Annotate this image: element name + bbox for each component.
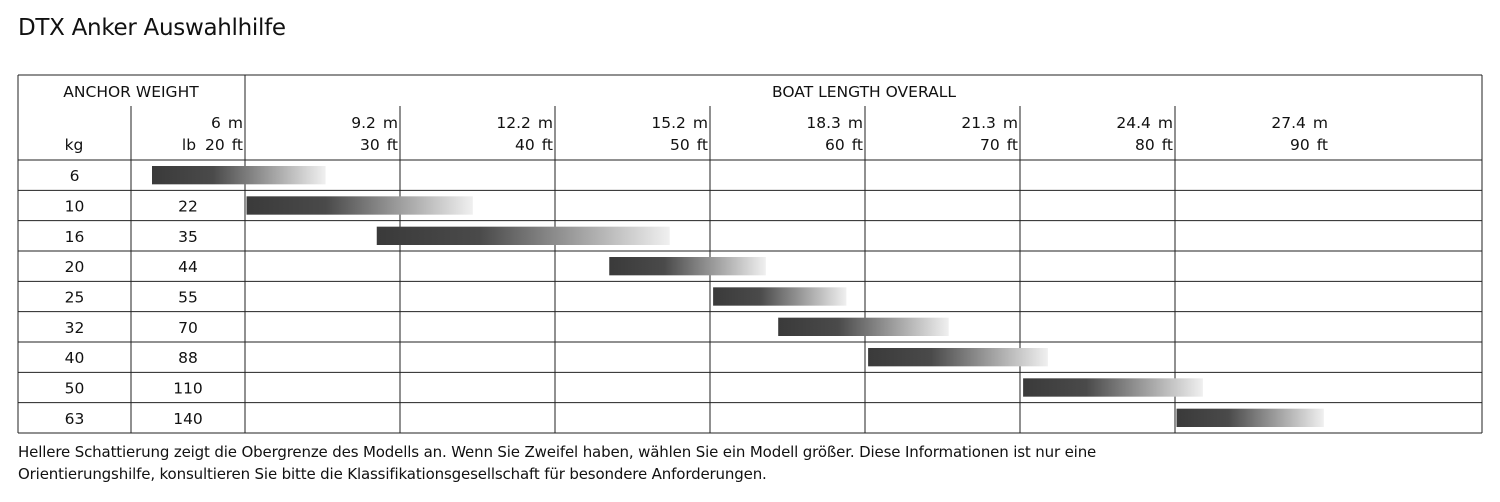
row-lb: 88 xyxy=(178,349,198,367)
tick-label-m: 21.3 m xyxy=(961,114,1018,132)
row-kg: 32 xyxy=(65,319,85,337)
row-lb: 22 xyxy=(178,198,198,216)
tick-label-ft: 50 ft xyxy=(670,136,708,154)
row-kg: 63 xyxy=(65,410,85,428)
row-kg: 50 xyxy=(65,380,85,398)
row-lb: 44 xyxy=(178,258,198,276)
range-bars xyxy=(152,166,1324,427)
tick-label-m: 9.2 m xyxy=(351,114,398,132)
table-rows: 6141022163520442555327040885011063140 xyxy=(65,167,203,428)
tick-label-m: 12.2 m xyxy=(496,114,553,132)
row-lb: 55 xyxy=(178,289,198,307)
row-kg: 40 xyxy=(65,349,85,367)
anchor-selection-chart: ANCHOR WEIGHT BOAT LENGTH OVERALL kg lb … xyxy=(17,74,1483,434)
header-boat-length: BOAT LENGTH OVERALL xyxy=(772,83,956,101)
row-kg: 25 xyxy=(65,289,85,307)
tick-label-ft: 40 ft xyxy=(515,136,553,154)
range-bar xyxy=(152,166,326,185)
range-bar xyxy=(778,317,949,336)
range-bar xyxy=(246,196,473,215)
row-lb: 140 xyxy=(173,410,203,428)
row-lb: 110 xyxy=(173,380,203,398)
tick-label-ft: 60 ft xyxy=(825,136,863,154)
footnote-line-2: Orientierungshilfe, konsultieren Sie bit… xyxy=(18,465,767,483)
row-kg: 10 xyxy=(65,198,85,216)
header-kg: kg xyxy=(65,136,84,154)
tick-label-ft: 20 ft xyxy=(205,136,243,154)
row-kg: 16 xyxy=(65,228,85,246)
tick-label-m: 18.3 m xyxy=(806,114,863,132)
row-lb: 70 xyxy=(178,319,198,337)
tick-label-ft: 90 ft xyxy=(1290,136,1328,154)
row-kg: 6 xyxy=(70,167,80,185)
table-grid xyxy=(17,74,1483,434)
row-lb: 35 xyxy=(178,228,198,246)
header-lb: lb xyxy=(182,136,196,154)
tick-label-m: 27.4 m xyxy=(1271,114,1328,132)
tick-label-m: 15.2 m xyxy=(651,114,708,132)
page-title: DTX Anker Auswahlhilfe xyxy=(18,15,286,41)
range-bar xyxy=(713,287,847,306)
row-kg: 20 xyxy=(65,258,85,276)
tick-label-ft: 30 ft xyxy=(360,136,398,154)
header-anchor-weight: ANCHOR WEIGHT xyxy=(63,83,199,101)
footnote-line-1: Hellere Schattierung zeigt die Obergrenz… xyxy=(18,443,1097,461)
range-bar xyxy=(609,257,766,276)
tick-label-m: 24.4 m xyxy=(1116,114,1173,132)
tick-label-ft: 70 ft xyxy=(980,136,1018,154)
range-bar xyxy=(1176,408,1324,427)
axis-tick-labels: 6 m 20 ft 9.2 m 30 ft 12.2 m 40 ft 15.2 m 50 ft 18.3 m 60 f… xyxy=(205,114,1328,154)
tick-label-ft: 80 ft xyxy=(1135,136,1173,154)
range-bar xyxy=(868,348,1048,367)
range-bar xyxy=(376,226,670,245)
range-bar xyxy=(1023,378,1203,397)
footnote: Hellere Schattierung zeigt die Obergrenz… xyxy=(18,441,1318,485)
